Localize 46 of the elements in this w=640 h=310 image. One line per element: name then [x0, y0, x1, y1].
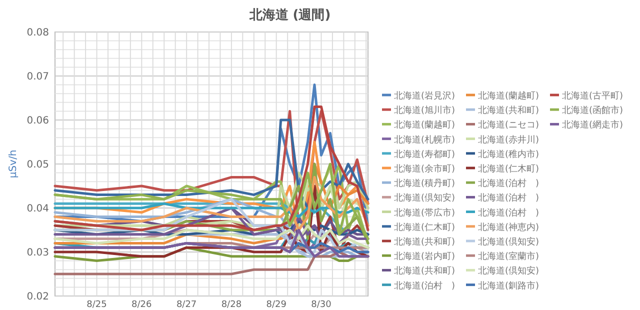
- legend-label: 北海道(稚内市): [478, 148, 540, 160]
- x-tick-label: 8/25: [86, 300, 107, 310]
- legend-label: 北海道(岩見沢): [394, 90, 456, 102]
- chart-title: 北海道 (週間): [248, 8, 331, 23]
- y-tick-label: 0.03: [26, 248, 49, 258]
- legend-label: 北海道(札幌市): [394, 134, 456, 146]
- legend-label: 北海道(神恵内): [478, 222, 540, 233]
- y-axis-title: μSv/h: [8, 150, 19, 178]
- legend-label: 北海道(赤井川): [478, 134, 540, 146]
- legend-label: 北海道(函館市): [562, 105, 624, 116]
- y-tick-label: 0.05: [26, 160, 49, 170]
- legend-label: 北海道(古平町): [562, 90, 624, 102]
- x-tick-label: 8/28: [221, 300, 242, 310]
- legend-label: 北海道(積丹町): [394, 178, 456, 190]
- y-tick-label: 0.02: [26, 292, 49, 302]
- x-tick-label: 8/26: [132, 300, 152, 310]
- legend-label: 北海道(ニセコ): [478, 120, 540, 131]
- legend-label: 北海道(網走市): [562, 120, 624, 131]
- legend-label: 北海道(仁木町): [394, 222, 456, 233]
- legend-label: 北海道(仁木町): [478, 164, 540, 174]
- x-tick-label: 8/27: [176, 300, 197, 310]
- legend-label: 北海道(余市町): [394, 164, 456, 174]
- legend-label: 北海道(倶知安): [478, 236, 540, 248]
- y-tick-label: 0.08: [26, 28, 49, 38]
- legend-label: 北海道(泊村 ): [394, 280, 456, 292]
- y-tick-label: 0.07: [26, 72, 49, 82]
- legend-label: 北海道(泊村 ): [478, 178, 540, 190]
- legend-label: 北海道(倶知安): [478, 266, 540, 277]
- x-tick-label: 8/29: [266, 300, 287, 310]
- legend-label: 北海道(共和町): [394, 266, 456, 277]
- legend-label: 北海道(室蘭市): [478, 251, 540, 262]
- legend-label: 北海道(蘭越町): [478, 90, 540, 102]
- legend-label: 北海道(旭川市): [394, 105, 456, 116]
- legend-label: 北海道(岩内町): [394, 251, 456, 262]
- legend-label: 北海道(泊村 ): [478, 192, 540, 204]
- legend-label: 北海道(倶知安): [394, 192, 456, 204]
- legend-label: 北海道(泊村 ): [478, 207, 540, 218]
- legend-label: 北海道(蘭越町): [394, 120, 456, 131]
- legend-label: 北海道(寿都町): [394, 148, 456, 160]
- legend-label: 北海道(共和町): [478, 105, 540, 116]
- x-tick-label: 8/30: [311, 300, 332, 310]
- legend-label: 北海道(共和町): [394, 236, 456, 248]
- legend-label: 北海道(釧路市): [478, 280, 540, 292]
- legend-label: 北海道(帯広市): [394, 207, 456, 218]
- y-tick-label: 0.04: [26, 204, 49, 214]
- y-tick-label: 0.06: [26, 116, 49, 126]
